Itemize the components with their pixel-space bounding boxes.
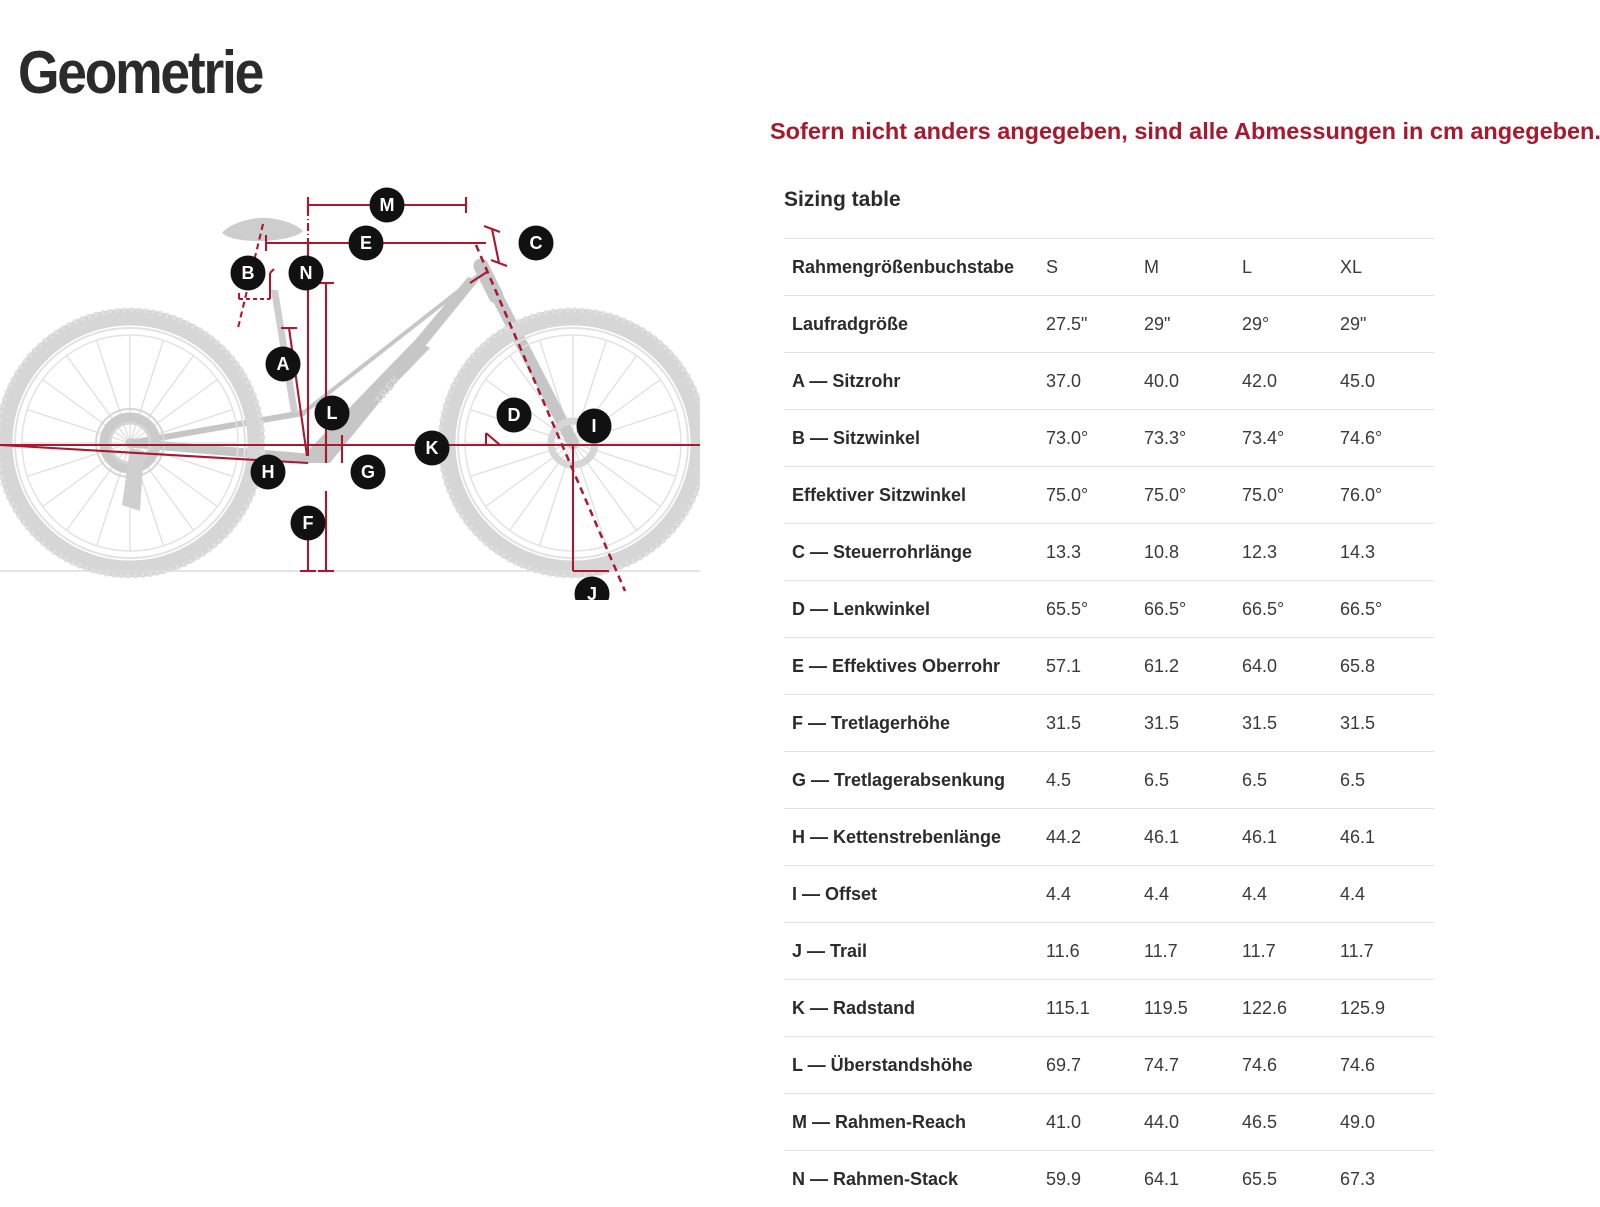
svg-text:L: L xyxy=(327,403,338,423)
svg-text:F: F xyxy=(303,513,314,533)
svg-text:C: C xyxy=(530,233,543,253)
svg-text:M: M xyxy=(380,195,395,215)
svg-text:K: K xyxy=(426,438,439,458)
svg-text:B: B xyxy=(242,263,255,283)
svg-text:H: H xyxy=(262,462,275,482)
svg-text:N: N xyxy=(300,263,313,283)
svg-text:E: E xyxy=(360,233,372,253)
svg-text:D: D xyxy=(508,405,521,425)
svg-text:I: I xyxy=(591,416,596,436)
svg-text:J: J xyxy=(587,584,597,600)
svg-text:A: A xyxy=(277,354,290,374)
svg-text:G: G xyxy=(361,462,375,482)
